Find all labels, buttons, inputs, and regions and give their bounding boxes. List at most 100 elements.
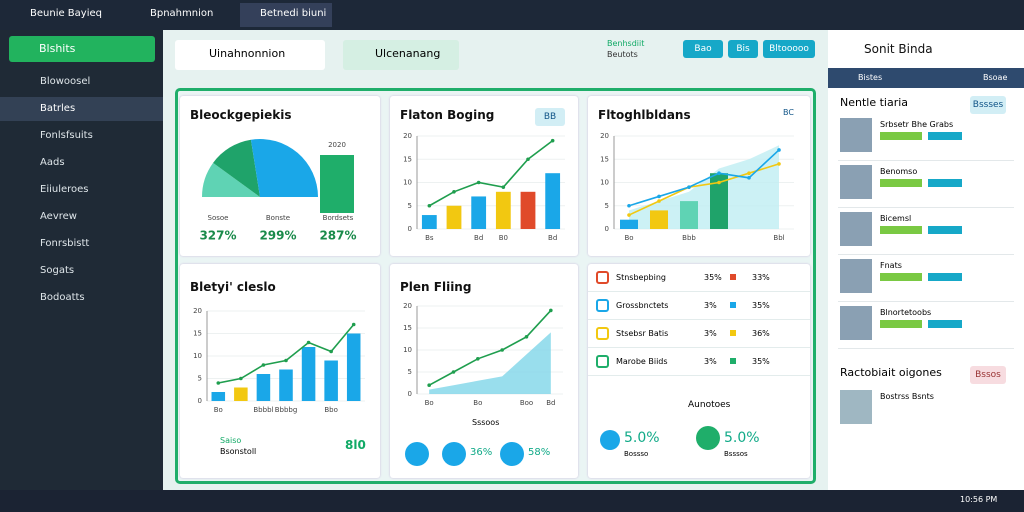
line <box>428 140 554 207</box>
chart: 0 5 10 15 20 Bo Bbbbl Bbbbg Bbo <box>193 307 365 414</box>
bar <box>545 173 561 229</box>
tab[interactable]: Bpnahmnion <box>150 8 214 19</box>
right-panel: Sonit Binda Bistes Bsoae Nentle tiaria B… <box>828 30 1024 490</box>
person-name: Srbsetr Bhe Grabs <box>880 120 954 129</box>
menu-item[interactable]: Aads <box>40 157 65 168</box>
y-tick-label: 10 <box>193 352 202 360</box>
y-tick-label: 20 <box>600 132 609 140</box>
tag <box>880 273 922 281</box>
list-row: Grossbnctets 3% 35% <box>588 292 810 320</box>
tab[interactable]: Bsoae <box>983 73 1008 82</box>
point <box>627 203 631 208</box>
tag <box>928 273 962 281</box>
line <box>628 163 780 216</box>
row-icon <box>596 355 609 368</box>
menu-item[interactable]: Sogats <box>40 265 75 276</box>
bar <box>301 347 316 401</box>
bar <box>256 374 271 401</box>
y-tick-label: 20 <box>403 302 412 310</box>
tab[interactable]: Betnedi biuni <box>240 3 332 27</box>
clock: 10:56 PM <box>960 495 998 504</box>
point <box>777 148 781 152</box>
bar <box>421 215 437 229</box>
y-tick-label: 10 <box>403 179 412 187</box>
card: Stnsbepbing 35% 33% Grossbnctets 3% 35% Stsebs… <box>588 264 810 478</box>
x-tick-label: Bo <box>214 406 223 414</box>
tab[interactable]: Bistes <box>858 73 883 82</box>
section-title: Nentle tiaria <box>840 96 909 109</box>
row-value: 35% <box>752 301 770 310</box>
button[interactable]: Bssos <box>970 366 1006 384</box>
stat: 5.0% <box>624 430 660 446</box>
stat-value: 327% <box>199 229 236 243</box>
label: Sssoos <box>472 418 500 427</box>
point <box>452 190 456 194</box>
menu-item[interactable]: Aevrew <box>40 211 77 222</box>
x-tick-label: Bo <box>473 399 482 407</box>
brand: Beutots <box>607 50 638 59</box>
tag <box>928 226 962 234</box>
button[interactable]: Bis <box>728 40 758 58</box>
label: Aunotoes <box>688 400 731 410</box>
x-tick-label: Bbo <box>324 406 338 414</box>
point <box>306 340 311 345</box>
bar <box>324 360 338 401</box>
y-tick-label: 5 <box>408 368 412 376</box>
button[interactable]: Bltooooo <box>763 40 815 58</box>
divider <box>838 301 1014 302</box>
dropdown[interactable]: Ulcenanang <box>343 40 459 70</box>
tag <box>928 132 962 140</box>
button[interactable]: Bao <box>683 40 723 58</box>
sidebar: Blshits Blowoosel Batrles Fonlsfsuits Aads E… <box>0 30 163 490</box>
row-swatch <box>730 358 736 364</box>
card-title: Bleockgepiekis <box>190 108 292 122</box>
x-tick-label: Bo <box>624 234 633 242</box>
list-row: Stnsbepbing 35% 33% <box>588 264 810 292</box>
stat-label: Bordsets <box>323 214 354 222</box>
y-tick-label: 15 <box>193 330 202 338</box>
icon <box>696 426 720 450</box>
menu-item[interactable]: Fonrsbistt <box>40 238 90 249</box>
avatar <box>840 390 872 424</box>
person-name: Fnats <box>880 261 902 270</box>
tab[interactable]: Beunie Bayieq <box>30 8 102 19</box>
point <box>427 203 432 208</box>
primary-button[interactable]: Blshits <box>9 36 155 62</box>
label: Bsonstoll <box>220 447 257 456</box>
divider <box>838 160 1014 161</box>
bar <box>211 392 226 401</box>
panel-title: Sonit Binda <box>864 42 933 56</box>
point <box>526 157 530 162</box>
menu-item[interactable]: Fonlsfsuits <box>40 130 93 141</box>
list-row: Marobe Biids 3% 35% <box>588 348 810 376</box>
button[interactable]: Bssses <box>970 96 1006 114</box>
stat: 58% <box>528 447 551 458</box>
tab-bar: Bistes Bsoae <box>828 68 1024 88</box>
bar <box>680 201 698 229</box>
pie-slice <box>202 162 260 197</box>
y-tick-label: 5 <box>198 375 202 383</box>
menu-item[interactable]: Batrles <box>0 97 163 121</box>
chart: 2020 <box>202 139 354 213</box>
menu-item[interactable]: Bodoatts <box>40 292 85 303</box>
y-tick-label: 0 <box>605 225 609 233</box>
menu-item[interactable]: Eiiuleroes <box>40 184 89 195</box>
x-tick-label: Bd <box>548 234 557 242</box>
tag <box>880 320 922 328</box>
point <box>777 162 781 166</box>
point <box>717 180 721 185</box>
label: Bossso <box>624 450 649 458</box>
tab[interactable]: Uinahnonnion <box>175 40 325 70</box>
x-tick-label: Bd <box>474 234 483 242</box>
point <box>747 176 751 180</box>
badge: BB <box>535 108 565 126</box>
bar <box>520 191 536 229</box>
point <box>500 348 504 352</box>
card-title: Plen Fliing <box>400 280 472 294</box>
bar <box>279 369 293 401</box>
chart: 0 5 10 15 20 Bo Bbb Bbl <box>600 132 794 242</box>
menu-item[interactable]: Blowoosel <box>40 76 91 87</box>
x-tick-label: Bbb <box>682 234 696 242</box>
point <box>657 194 661 199</box>
